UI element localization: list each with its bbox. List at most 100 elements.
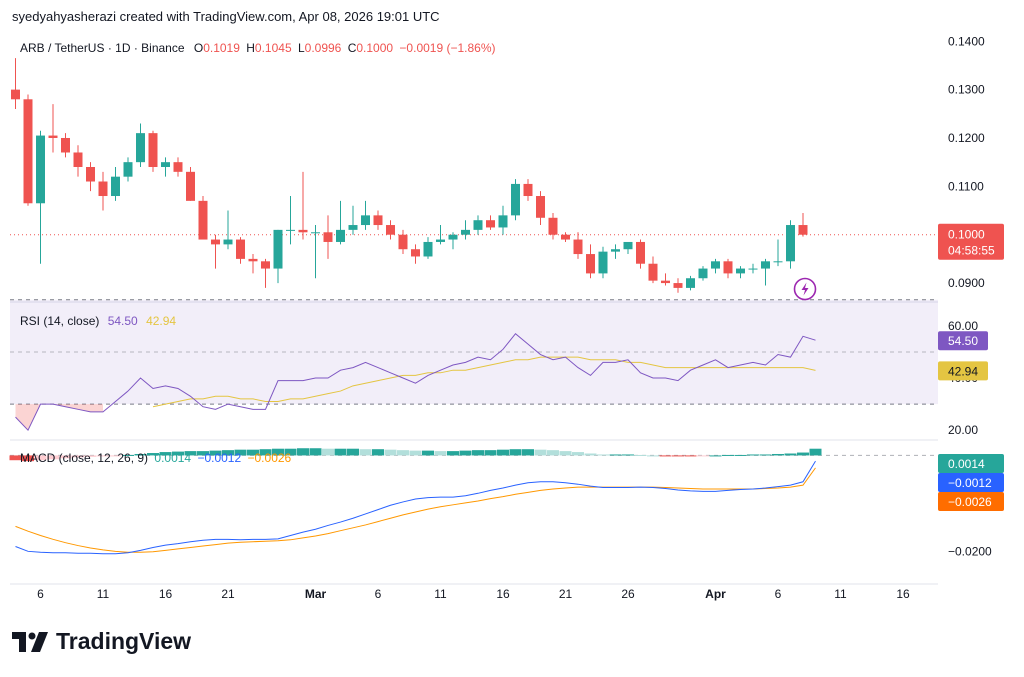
macd-histogram-bar xyxy=(247,449,259,456)
macd-histogram-bar xyxy=(584,453,597,456)
macd-histogram-bar xyxy=(722,454,734,456)
macd-line-value: −0.0012 xyxy=(197,451,242,465)
candle-body xyxy=(23,99,33,204)
macd-hist-badge-label: 0.0014 xyxy=(948,457,985,471)
macd-histogram-bar xyxy=(122,454,134,456)
open-label: O xyxy=(193,41,204,55)
candle-body xyxy=(61,137,70,153)
candle-body xyxy=(761,261,770,269)
candle-body xyxy=(323,232,333,242)
candle-body xyxy=(373,215,383,226)
candle-body xyxy=(86,167,95,182)
candle-body xyxy=(573,239,583,255)
macd-histogram-bar xyxy=(747,454,759,456)
macd-title[interactable]: MACD (close, 12, 26, 9) xyxy=(20,451,149,465)
macd-histogram-bar xyxy=(634,454,647,456)
time-axis-label: 6 xyxy=(375,587,382,601)
candle-body xyxy=(686,278,695,288)
tradingview-logo[interactable]: TradingView xyxy=(12,628,191,655)
candle-body xyxy=(236,239,245,259)
candle-body xyxy=(673,283,683,288)
candle-body xyxy=(623,241,633,250)
candle-body xyxy=(211,239,220,245)
time-axis-label: 16 xyxy=(496,587,510,601)
candle-body xyxy=(636,241,645,264)
candle-body xyxy=(423,241,433,257)
candle-body xyxy=(536,196,545,218)
candle-body xyxy=(711,261,720,269)
time-axis-label: 21 xyxy=(559,587,573,601)
lightning-icon[interactable] xyxy=(793,277,817,301)
macd-histogram-bar xyxy=(759,454,772,456)
price-axis-label: 0.1400 xyxy=(948,34,985,48)
macd-histogram-bar xyxy=(259,449,272,456)
macd-histogram-bar xyxy=(534,449,547,456)
candle-body xyxy=(311,232,320,234)
macd-histogram-bar xyxy=(322,448,334,456)
macd-histogram-bar xyxy=(147,453,159,456)
change-value: −0.0019 (−1.86%) xyxy=(399,41,496,55)
candle-body xyxy=(736,268,745,274)
candle-body xyxy=(773,261,783,263)
macd-histogram-bar xyxy=(397,450,409,456)
brand-name: TradingView xyxy=(56,628,192,654)
last-price-label: 0.1000 xyxy=(948,228,985,242)
close-value: 0.1000 xyxy=(356,41,394,55)
macd-signal-line xyxy=(15,467,816,553)
macd-histogram-bar xyxy=(709,455,722,457)
candle-body xyxy=(186,171,195,201)
macd-line xyxy=(15,460,816,555)
candle-body xyxy=(723,261,733,274)
macd-histogram-bar xyxy=(222,450,234,456)
time-axis-label: 6 xyxy=(37,587,44,601)
macd-histogram-bar xyxy=(384,449,397,456)
candle-body xyxy=(598,251,608,274)
candle-body xyxy=(48,135,58,138)
rsi-legend: RSI (14, close) 54.50 42.94 xyxy=(20,314,176,328)
macd-signal-value: −0.0026 xyxy=(247,451,292,465)
candle-body xyxy=(223,239,233,245)
candle-body xyxy=(36,135,45,204)
macd-histogram-bar xyxy=(522,449,534,456)
candle-body xyxy=(498,215,508,228)
macd-histogram-bar xyxy=(297,448,309,456)
candle-body xyxy=(11,89,20,100)
candle-body xyxy=(448,234,458,240)
macd-histogram-bar xyxy=(647,455,659,457)
macd-histogram-bar xyxy=(159,452,172,456)
candle-body xyxy=(748,268,758,270)
candle-body xyxy=(486,220,495,228)
last-price-badge xyxy=(938,223,1004,260)
price-legend: ARB / TetherUS · 1D · Binance O0.1019 H0… xyxy=(20,41,496,55)
macd-histogram-bar xyxy=(572,452,584,456)
rsi-ma-badge xyxy=(938,361,988,381)
symbol-label[interactable]: ARB / TetherUS · 1D · Binance xyxy=(20,41,185,55)
macd-signal-badge xyxy=(938,492,1004,511)
time-axis-label: 26 xyxy=(621,587,635,601)
candle-body xyxy=(98,181,108,197)
rsi-badge xyxy=(938,331,988,351)
macd-histogram-bar xyxy=(459,450,472,456)
rsi-ma-value: 42.94 xyxy=(146,314,177,328)
macd-line-badge xyxy=(938,473,1004,492)
macd-histogram-bar xyxy=(334,448,347,456)
macd-histogram-bar xyxy=(172,451,184,456)
high-label: H xyxy=(246,41,255,55)
macd-legend: MACD (close, 12, 26, 9) 0.0014 −0.0012 −… xyxy=(20,451,291,465)
macd-histogram-bar xyxy=(347,448,359,456)
macd-histogram-bar xyxy=(447,451,459,456)
candle-body xyxy=(161,162,170,167)
candle-body xyxy=(436,239,445,242)
macd-signal-badge-label: −0.0026 xyxy=(948,495,992,509)
candle-body xyxy=(398,234,408,250)
low-value: 0.0996 xyxy=(304,41,342,55)
rsi-oversold-fill xyxy=(15,404,103,431)
rsi-axis-label: 20.00 xyxy=(948,423,978,437)
macd-histogram-bar xyxy=(809,448,822,456)
candle-body xyxy=(698,268,708,279)
macd-histogram-bar xyxy=(359,449,372,456)
rsi-ma-line xyxy=(152,356,816,408)
rsi-title[interactable]: RSI (14, close) xyxy=(20,314,100,328)
macd-histogram-bar xyxy=(109,455,122,457)
